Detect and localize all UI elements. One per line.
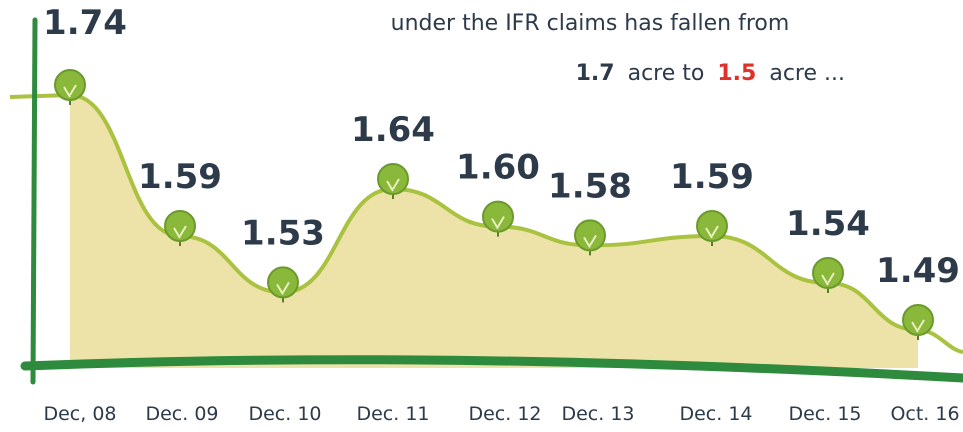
value-label: 1.59 [670, 157, 754, 197]
value-label: 1.60 [456, 148, 540, 188]
tree-crown [902, 304, 934, 336]
annotation-text: acre to [628, 61, 705, 86]
value-label: 1.49 [876, 251, 960, 291]
annotation-to: 1.5 [717, 61, 756, 86]
tree-branch [173, 225, 187, 239]
tree-marker [164, 210, 196, 246]
tree-crown [482, 200, 514, 233]
tree-crown [696, 210, 728, 242]
tree-marker [696, 210, 728, 246]
tree-marker [54, 69, 86, 105]
tree-branch [276, 281, 290, 295]
x-tick-label: Dec. 11 [356, 403, 429, 425]
labels: 1.74 Dec, 08 1.59 Dec. 09 1.53 Dec. 10 1.64 Dec… [43, 3, 960, 425]
x-tick-label: Dec. 10 [248, 403, 321, 425]
tree-branch [386, 178, 400, 192]
tree-branch [583, 234, 597, 248]
tree-marker [812, 257, 844, 293]
tree-marker [902, 304, 934, 340]
value-label: 1.64 [351, 110, 435, 150]
tree-branch [491, 216, 505, 230]
tree-crown [164, 210, 196, 242]
tree-branch [911, 319, 925, 333]
tree-branch [63, 84, 77, 98]
x-tick-label: Dec. 09 [145, 403, 218, 425]
annotation-line: 1.7 acre to 1.5 acre ... [576, 61, 845, 86]
tree-crown [377, 163, 409, 195]
value-label: 1.74 [43, 3, 127, 43]
tree-marker [267, 266, 299, 303]
annotation-text: acre ... [769, 61, 845, 86]
value-label: 1.54 [786, 204, 870, 244]
value-label: 1.53 [241, 213, 325, 253]
tree-crown [812, 257, 844, 289]
tree-branch [705, 225, 719, 239]
tree-crown [267, 266, 299, 299]
x-tick-label: Oct. 16 [890, 403, 959, 425]
tree-crown [54, 69, 86, 101]
plot [9, 69, 963, 368]
tree-marker [574, 219, 606, 256]
x-tick-label: Dec, 08 [43, 403, 116, 425]
value-label: 1.58 [548, 166, 632, 206]
x-tick-label: Dec. 14 [679, 403, 752, 425]
tree-branch [821, 272, 835, 286]
x-tick-label: Dec. 12 [468, 403, 541, 425]
tree-marker [482, 200, 514, 237]
value-label: 1.59 [138, 157, 222, 197]
annotation-line: under the IFR claims has fallen from [391, 11, 790, 36]
tree-marker [377, 163, 409, 199]
annotation-from: 1.7 [576, 61, 615, 86]
baseline [20, 355, 963, 383]
x-tick-label: Dec. 15 [788, 403, 861, 425]
x-tick-label: Dec. 13 [561, 403, 634, 425]
tree-crown [574, 219, 606, 252]
axis-line [30, 17, 38, 385]
